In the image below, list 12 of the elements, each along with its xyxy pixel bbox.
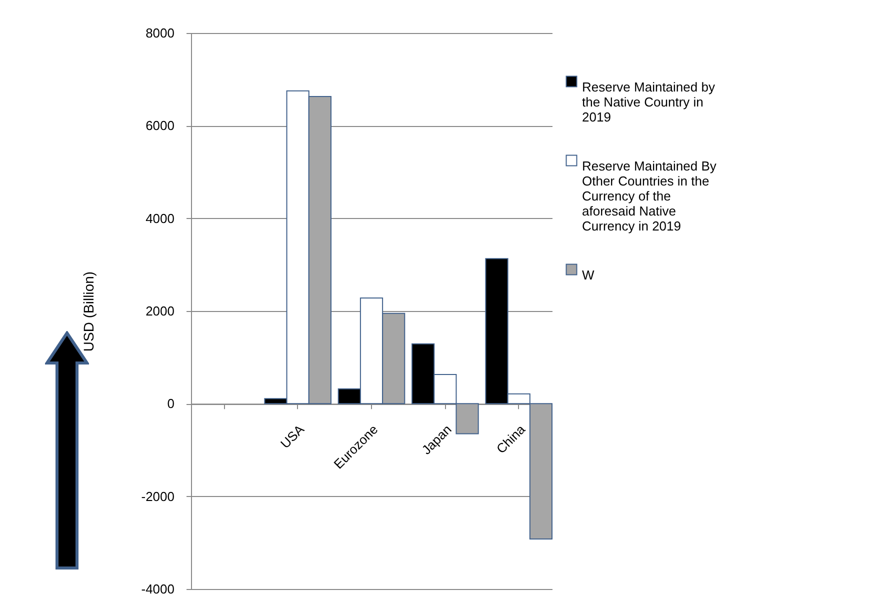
y-tick-label: 0 (167, 396, 174, 412)
legend-label: Reserve Maintained by the Native Country in 2019 (582, 80, 716, 124)
y-tick-label: 8000 (146, 26, 174, 40)
y-tick-label: 6000 (146, 118, 174, 134)
legend-label: W (582, 268, 595, 282)
y-axis-title: USD (Billion) (80, 271, 96, 352)
x-tick-label: USA (278, 422, 308, 452)
legend-label: Reserve Maintained By Other Countries in the Currency of the aforesaid Native Currency in 2019 (582, 158, 717, 234)
y-tick-label: -2000 (141, 488, 174, 504)
y-tick-label: 4000 (146, 210, 174, 226)
y-tick-label: -4000 (141, 582, 174, 596)
y-tick-label: 2000 (146, 304, 174, 318)
